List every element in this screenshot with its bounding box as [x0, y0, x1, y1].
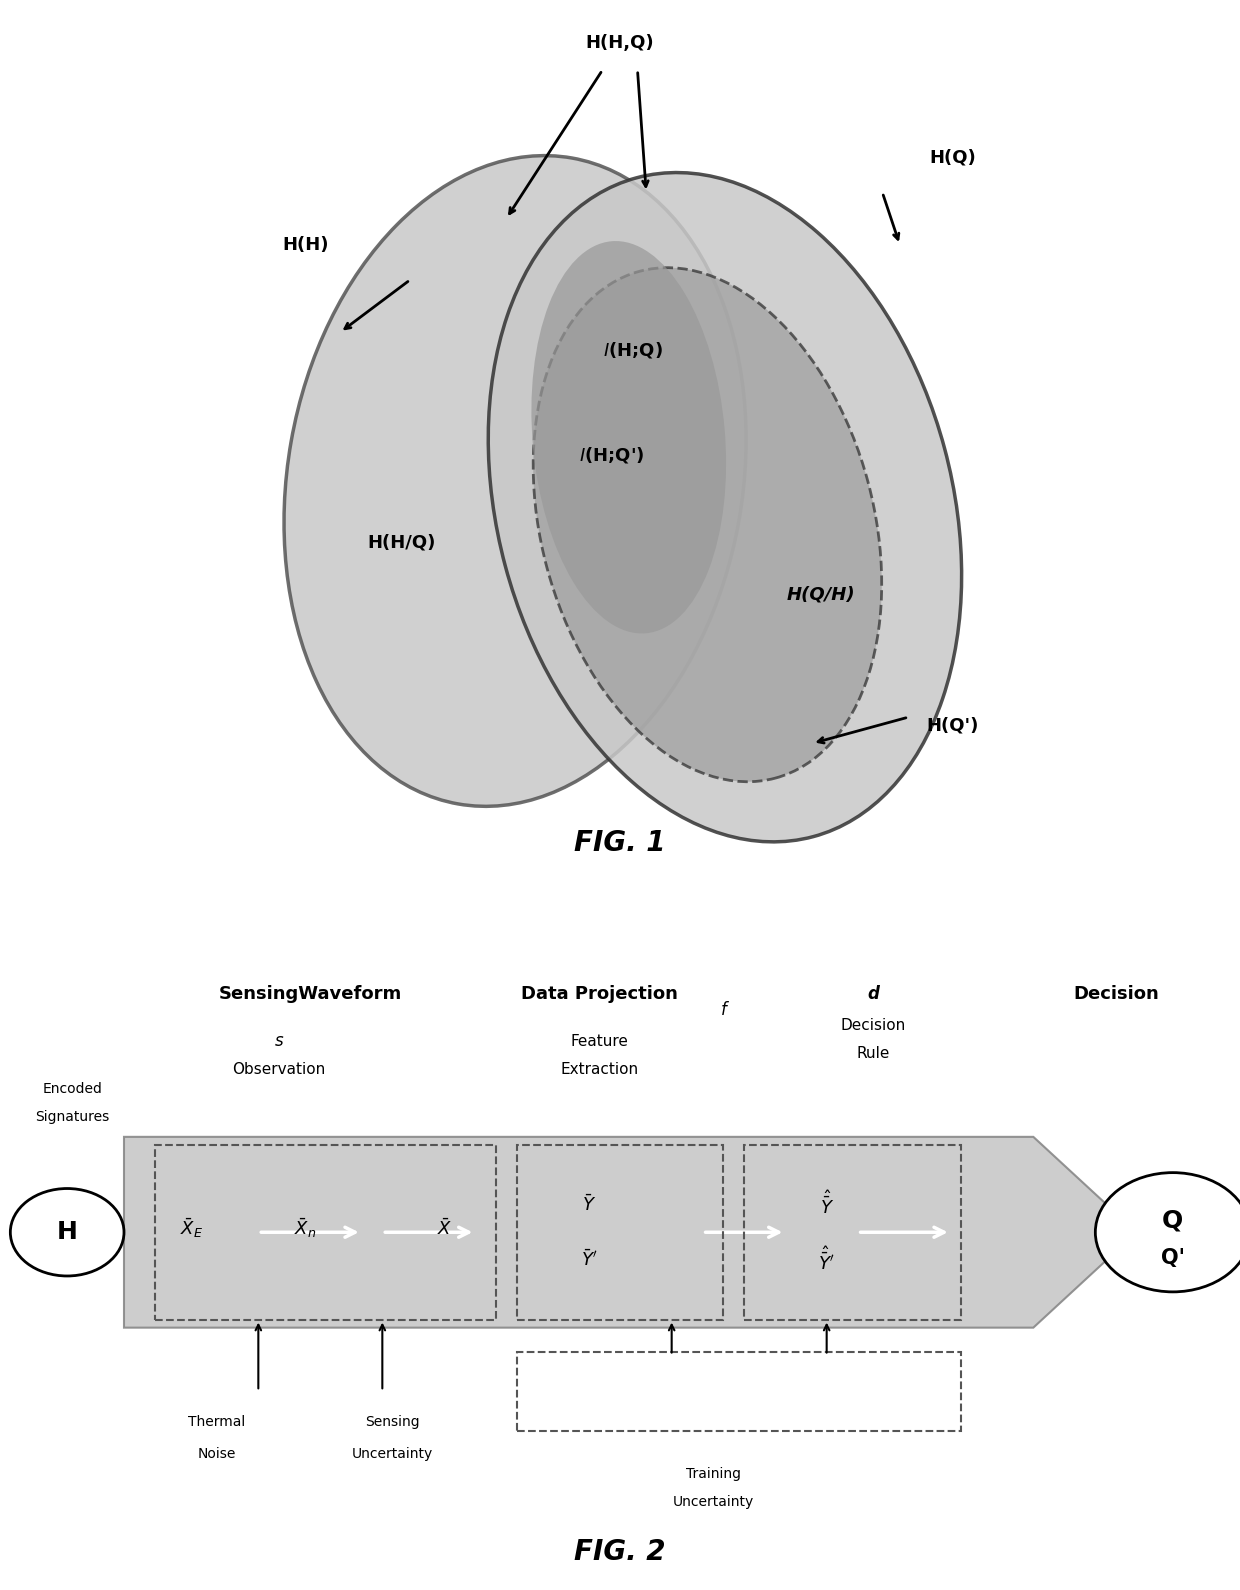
Ellipse shape [532, 242, 727, 633]
Circle shape [10, 1189, 124, 1275]
Text: Feature: Feature [570, 1034, 629, 1049]
Text: H(H): H(H) [281, 235, 329, 254]
Text: Rule: Rule [857, 1046, 890, 1061]
Text: $\hat{\bar{Y}}$: $\hat{\bar{Y}}$ [820, 1191, 833, 1218]
Text: $\bar{X}$: $\bar{X}$ [436, 1218, 453, 1239]
Text: H(Q'): H(Q') [926, 717, 978, 735]
Text: FIG. 1: FIG. 1 [574, 828, 666, 857]
Text: H: H [57, 1220, 78, 1245]
Text: FIG. 2: FIG. 2 [574, 1538, 666, 1566]
Text: Q: Q [1162, 1208, 1183, 1232]
Ellipse shape [533, 267, 882, 782]
Text: Thermal: Thermal [188, 1415, 246, 1429]
Circle shape [1095, 1173, 1240, 1291]
Text: H(Q): H(Q) [929, 148, 976, 167]
Text: Extraction: Extraction [560, 1062, 639, 1076]
Text: d: d [867, 984, 879, 1003]
Text: $\bar{Y}'$: $\bar{Y}'$ [580, 1250, 598, 1270]
Text: Training: Training [686, 1466, 740, 1480]
Text: $\bar{X}_n$: $\bar{X}_n$ [294, 1216, 316, 1240]
Text: Uncertainty: Uncertainty [672, 1495, 754, 1509]
Text: $\hat{\bar{Y}}'$: $\hat{\bar{Y}}'$ [818, 1247, 835, 1274]
Ellipse shape [489, 173, 962, 841]
Text: H(H,Q): H(H,Q) [585, 35, 655, 52]
Text: Q': Q' [1161, 1248, 1185, 1267]
Text: $\bar{X}_E$: $\bar{X}_E$ [180, 1216, 203, 1240]
Text: $I$(H;Q): $I$(H;Q) [603, 340, 663, 359]
Text: Sensing: Sensing [366, 1415, 420, 1429]
Text: f: f [720, 1000, 727, 1019]
Text: Decision: Decision [1073, 984, 1159, 1003]
Text: Signatures: Signatures [35, 1110, 109, 1124]
Polygon shape [124, 1137, 1137, 1328]
Text: Data Projection: Data Projection [521, 984, 678, 1003]
Text: Noise: Noise [198, 1447, 236, 1461]
Text: H(H/Q): H(H/Q) [367, 533, 435, 552]
Text: s: s [275, 1032, 283, 1051]
Text: Decision: Decision [841, 1018, 905, 1034]
Text: H(Q/H): H(Q/H) [787, 585, 856, 604]
Ellipse shape [284, 156, 746, 806]
Text: $I$(H;Q'): $I$(H;Q') [579, 445, 644, 464]
Text: Encoded: Encoded [42, 1083, 102, 1096]
Text: $\bar{Y}$: $\bar{Y}$ [582, 1194, 596, 1215]
Text: Uncertainty: Uncertainty [352, 1447, 433, 1461]
Text: SensingWaveform: SensingWaveform [218, 984, 402, 1003]
Text: Observation: Observation [232, 1062, 326, 1076]
